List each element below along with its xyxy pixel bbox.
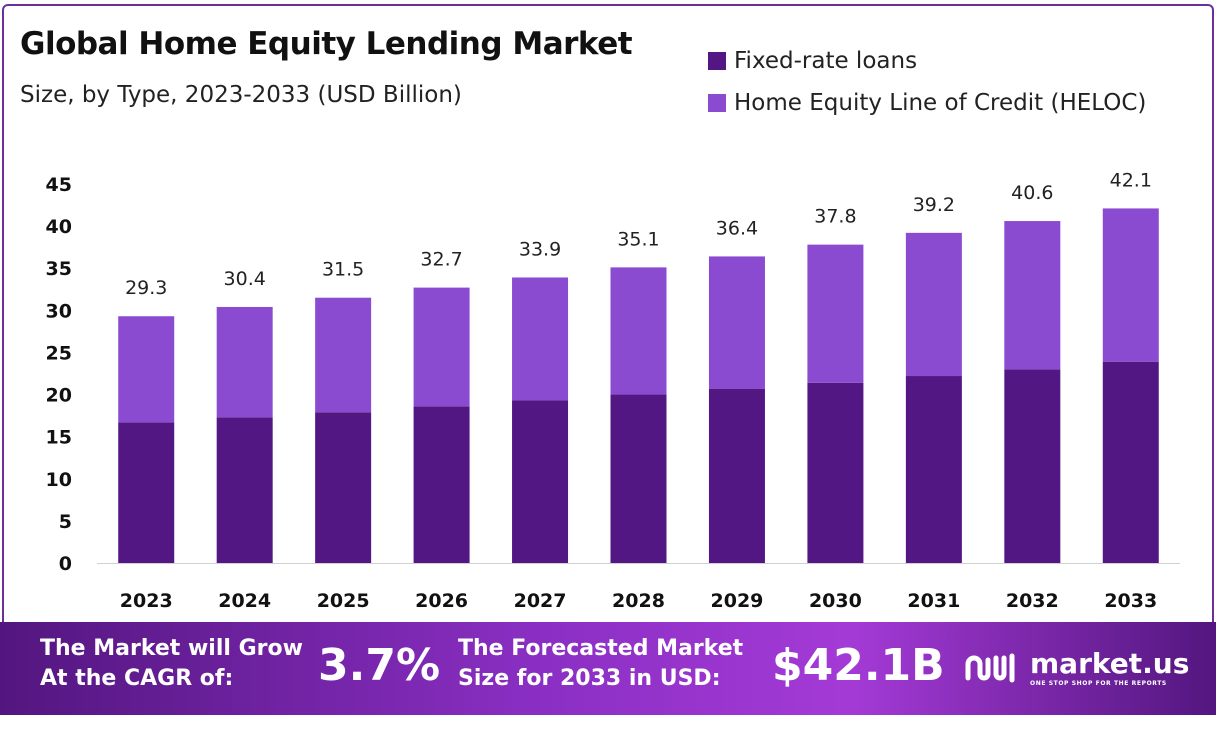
bar-heloc-2024 bbox=[216, 306, 273, 418]
legend-label-fixed-rate: Fixed-rate loans bbox=[734, 48, 918, 74]
total-label-2031: 39.2 bbox=[913, 194, 955, 216]
bar-fixed-rate-2030 bbox=[807, 382, 864, 563]
forecast-value: $42.1B bbox=[772, 640, 945, 691]
bar-heloc-2032 bbox=[1004, 221, 1061, 370]
bar-heloc-2023 bbox=[118, 316, 175, 423]
x-tick-label-2029: 2029 bbox=[711, 590, 764, 612]
bar-heloc-2026 bbox=[413, 287, 470, 407]
bar-fixed-rate-2029 bbox=[708, 388, 765, 563]
brand-name: market.us bbox=[1030, 646, 1190, 680]
footer-banner: The Market will Grow At the CAGR of: 3.7… bbox=[0, 622, 1216, 715]
bar-heloc-2030 bbox=[807, 244, 864, 383]
y-tick-label: 45 bbox=[46, 174, 72, 196]
total-label-2027: 33.9 bbox=[519, 238, 561, 260]
x-tick-label-2023: 2023 bbox=[120, 590, 173, 612]
y-tick-label: 10 bbox=[46, 469, 72, 491]
legend-swatch-heloc bbox=[708, 94, 726, 112]
chart-subtitle: Size, by Type, 2023-2033 (USD Billion) bbox=[20, 82, 462, 108]
bar-fixed-rate-2032 bbox=[1004, 369, 1061, 563]
y-tick-label: 20 bbox=[46, 385, 72, 407]
legend-swatch-fixed-rate bbox=[708, 52, 726, 70]
x-tick-label-2033: 2033 bbox=[1104, 590, 1157, 612]
legend-item-heloc: Home Equity Line of Credit (HELOC) bbox=[708, 82, 1146, 124]
cagr-value: 3.7% bbox=[318, 640, 441, 691]
bar-fixed-rate-2028 bbox=[610, 394, 667, 563]
total-label-2025: 31.5 bbox=[322, 259, 364, 281]
stacked-bar-chart: 05101520253035404529.3202330.4202431.520… bbox=[46, 169, 1180, 612]
bar-heloc-2033 bbox=[1102, 208, 1159, 362]
total-label-2030: 37.8 bbox=[814, 206, 856, 228]
y-tick-label: 30 bbox=[46, 300, 72, 322]
cagr-label: The Market will Grow At the CAGR of: bbox=[40, 634, 303, 694]
x-tick-label-2032: 2032 bbox=[1006, 590, 1059, 612]
bar-fixed-rate-2024 bbox=[216, 417, 273, 563]
bar-fixed-rate-2033 bbox=[1102, 361, 1159, 563]
frame-border bbox=[2, 4, 1214, 715]
total-label-2028: 35.1 bbox=[617, 228, 659, 250]
legend-item-fixed-rate: Fixed-rate loans bbox=[708, 40, 1146, 82]
brand: market.us ONE STOP SHOP FOR THE REPORTS bbox=[962, 648, 1189, 688]
legend: Fixed-rate loans Home Equity Line of Cre… bbox=[708, 40, 1146, 124]
x-tick-label-2024: 2024 bbox=[218, 590, 271, 612]
chart-title: Global Home Equity Lending Market bbox=[20, 26, 633, 62]
total-label-2026: 32.7 bbox=[420, 249, 462, 271]
x-tick-label-2031: 2031 bbox=[907, 590, 960, 612]
bar-heloc-2028 bbox=[610, 267, 667, 395]
market-us-logo-icon bbox=[965, 653, 1015, 683]
total-label-2032: 40.6 bbox=[1011, 182, 1053, 204]
total-label-2023: 29.3 bbox=[125, 277, 167, 299]
x-tick-label-2025: 2025 bbox=[317, 590, 370, 612]
brand-tagline: ONE STOP SHOP FOR THE REPORTS bbox=[1030, 679, 1167, 687]
forecast-label: The Forecasted Market Size for 2033 in U… bbox=[458, 634, 743, 694]
forecast-label-line1: The Forecasted Market bbox=[458, 636, 744, 661]
bar-fixed-rate-2026 bbox=[413, 406, 470, 563]
total-label-2024: 30.4 bbox=[224, 268, 266, 290]
y-tick-label: 5 bbox=[59, 511, 72, 533]
cagr-label-line2: At the CAGR of: bbox=[40, 666, 234, 691]
total-label-2033: 42.1 bbox=[1110, 169, 1152, 191]
bar-fixed-rate-2023 bbox=[118, 422, 175, 563]
x-tick-label-2027: 2027 bbox=[514, 590, 567, 612]
bar-heloc-2029 bbox=[708, 256, 765, 389]
y-tick-label: 15 bbox=[46, 427, 72, 449]
bar-fixed-rate-2027 bbox=[512, 400, 569, 563]
bar-heloc-2025 bbox=[315, 297, 372, 413]
bar-heloc-2031 bbox=[905, 232, 962, 377]
legend-label-heloc: Home Equity Line of Credit (HELOC) bbox=[734, 90, 1147, 116]
y-tick-label: 35 bbox=[46, 258, 72, 280]
x-tick-label-2028: 2028 bbox=[612, 590, 665, 612]
bar-fixed-rate-2031 bbox=[905, 376, 962, 563]
y-tick-label: 0 bbox=[59, 553, 72, 575]
total-label-2029: 36.4 bbox=[716, 217, 758, 239]
bar-heloc-2027 bbox=[512, 277, 569, 401]
y-tick-label: 40 bbox=[46, 216, 72, 238]
forecast-label-line2: Size for 2033 in USD: bbox=[458, 666, 721, 691]
cagr-label-line1: The Market will Grow bbox=[40, 636, 303, 661]
y-tick-label: 25 bbox=[46, 342, 72, 364]
x-tick-label-2030: 2030 bbox=[809, 590, 862, 612]
x-tick-label-2026: 2026 bbox=[415, 590, 468, 612]
bar-fixed-rate-2025 bbox=[315, 412, 372, 563]
